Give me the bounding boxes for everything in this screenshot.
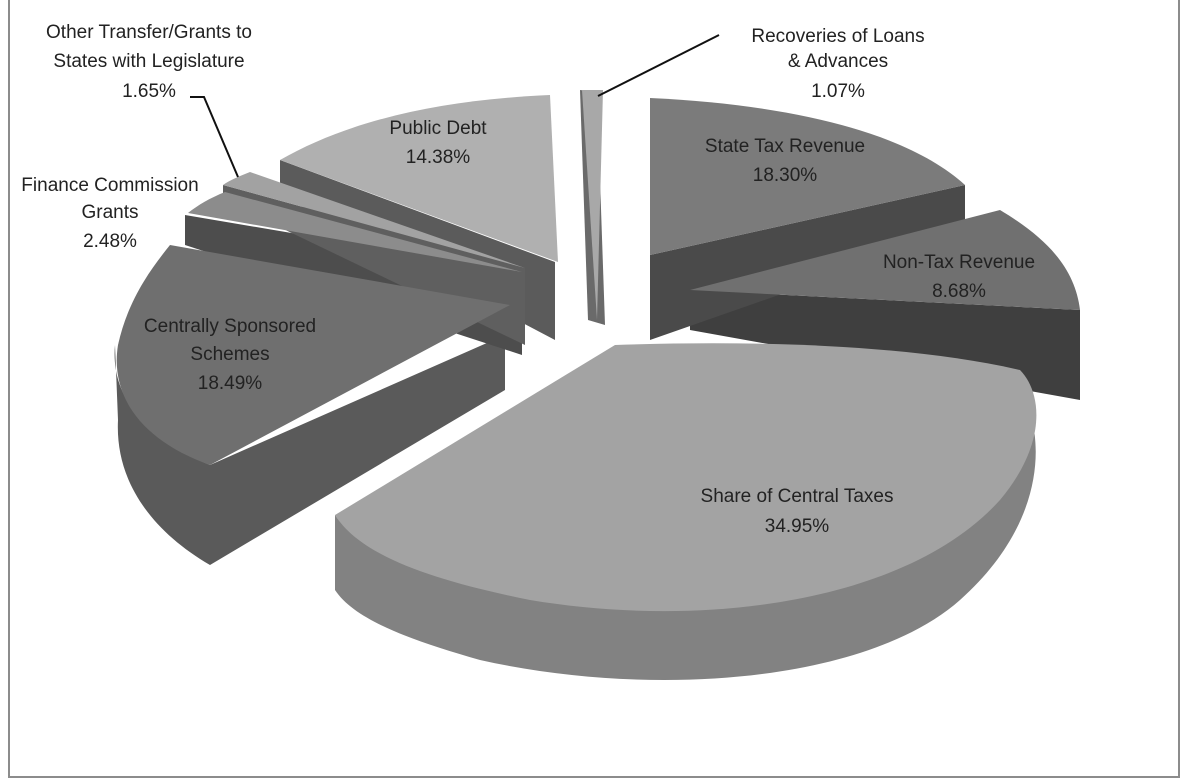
label-finance-commission-line2: Grants [81,202,138,223]
slice-share-of-central-taxes [335,343,1037,612]
label-finance-commission-percent: 2.48% [83,231,137,252]
pie-chart: Recoveries of Loans & Advances 1.07% Sta… [21,22,1080,680]
slice-non-tax-revenue [690,210,1080,310]
label-state-tax-revenue-percent: 18.30% [753,165,818,186]
chart-frame: Recoveries of Loans & Advances 1.07% Sta… [8,0,1180,778]
side-share-of-central-taxes [335,370,1036,680]
label-other-transfer-line2: States with Legislature [53,51,244,72]
label-share-of-central-taxes-percent: 34.95% [765,516,830,537]
slice-centrally-sponsored-schemes [116,245,510,465]
label-finance-commission-line1: Finance Commission [21,175,198,196]
slice-recoveries [582,90,603,320]
label-recoveries-line1: Recoveries of Loans [751,26,924,47]
label-centrally-sponsored-line1: Centrally Sponsored [144,316,316,337]
leader-line-recoveries [597,34,720,97]
label-non-tax-revenue: Non-Tax Revenue [883,252,1035,273]
slice-other-transfer [223,172,525,268]
label-recoveries-percent: 1.07% [811,81,865,102]
label-centrally-sponsored-line2: Schemes [190,344,269,365]
leader-lines [190,34,720,178]
label-other-transfer-percent: 1.65% [122,81,176,102]
label-share-of-central-taxes: Share of Central Taxes [701,486,894,507]
slice-tops [116,90,1080,612]
label-state-tax-revenue: State Tax Revenue [705,136,865,157]
label-public-debt-percent: 14.38% [406,147,471,168]
label-centrally-sponsored-percent: 18.49% [198,373,263,394]
side-centrally-sponsored [114,335,505,565]
label-recoveries-line2: & Advances [788,51,888,72]
label-non-tax-revenue-percent: 8.68% [932,281,986,302]
slice-public-debt [280,95,558,262]
label-public-debt: Public Debt [389,118,487,139]
label-other-transfer-line1: Other Transfer/Grants to [46,22,252,43]
slice-state-tax-revenue [650,98,965,255]
slice-labels: Recoveries of Loans & Advances 1.07% Sta… [21,22,1035,537]
leader-line-other-transfer [190,96,239,178]
slice-finance-commission [188,192,522,272]
